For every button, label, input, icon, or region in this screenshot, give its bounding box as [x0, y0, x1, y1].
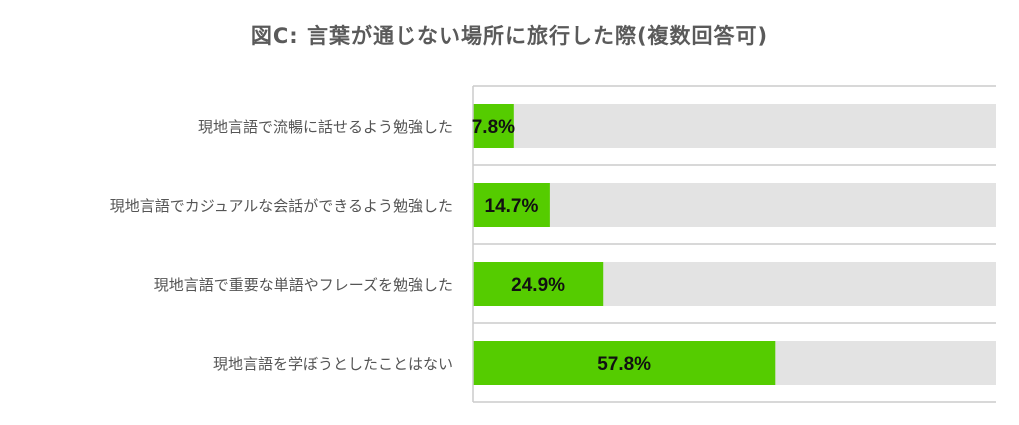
category-labels: 現地言語で流暢に話せるよう勉強した現地言語でカジュアルな会話ができるよう勉強した… [110, 118, 453, 373]
bar [473, 104, 514, 148]
bar [473, 341, 776, 385]
data-labels: 7.8% 14.7% 24.9% 57.8% [472, 117, 651, 375]
data-label: 24.9% [511, 275, 565, 296]
data-label: 57.8% [597, 354, 651, 375]
category-label: 現地言語で流暢に話せるよう勉強した [198, 118, 453, 136]
data-label: 7.8% [472, 117, 515, 138]
chart-title: 図C: 言葉が通じない場所に旅行した際(複数回答可) [250, 24, 769, 48]
bar-track [473, 104, 996, 148]
category-label: 現地言語を学ぼうとしたことはない [213, 355, 453, 373]
bar [473, 262, 604, 306]
row-separators [473, 85, 996, 403]
category-label: 現地言語でカジュアルな会話ができるよう勉強した [110, 197, 453, 215]
category-label: 現地言語で重要な単語やフレーズを勉強した [154, 276, 453, 294]
bars [473, 104, 776, 385]
bar [473, 183, 550, 227]
data-label: 14.7% [485, 196, 539, 217]
bar-track [473, 183, 996, 227]
